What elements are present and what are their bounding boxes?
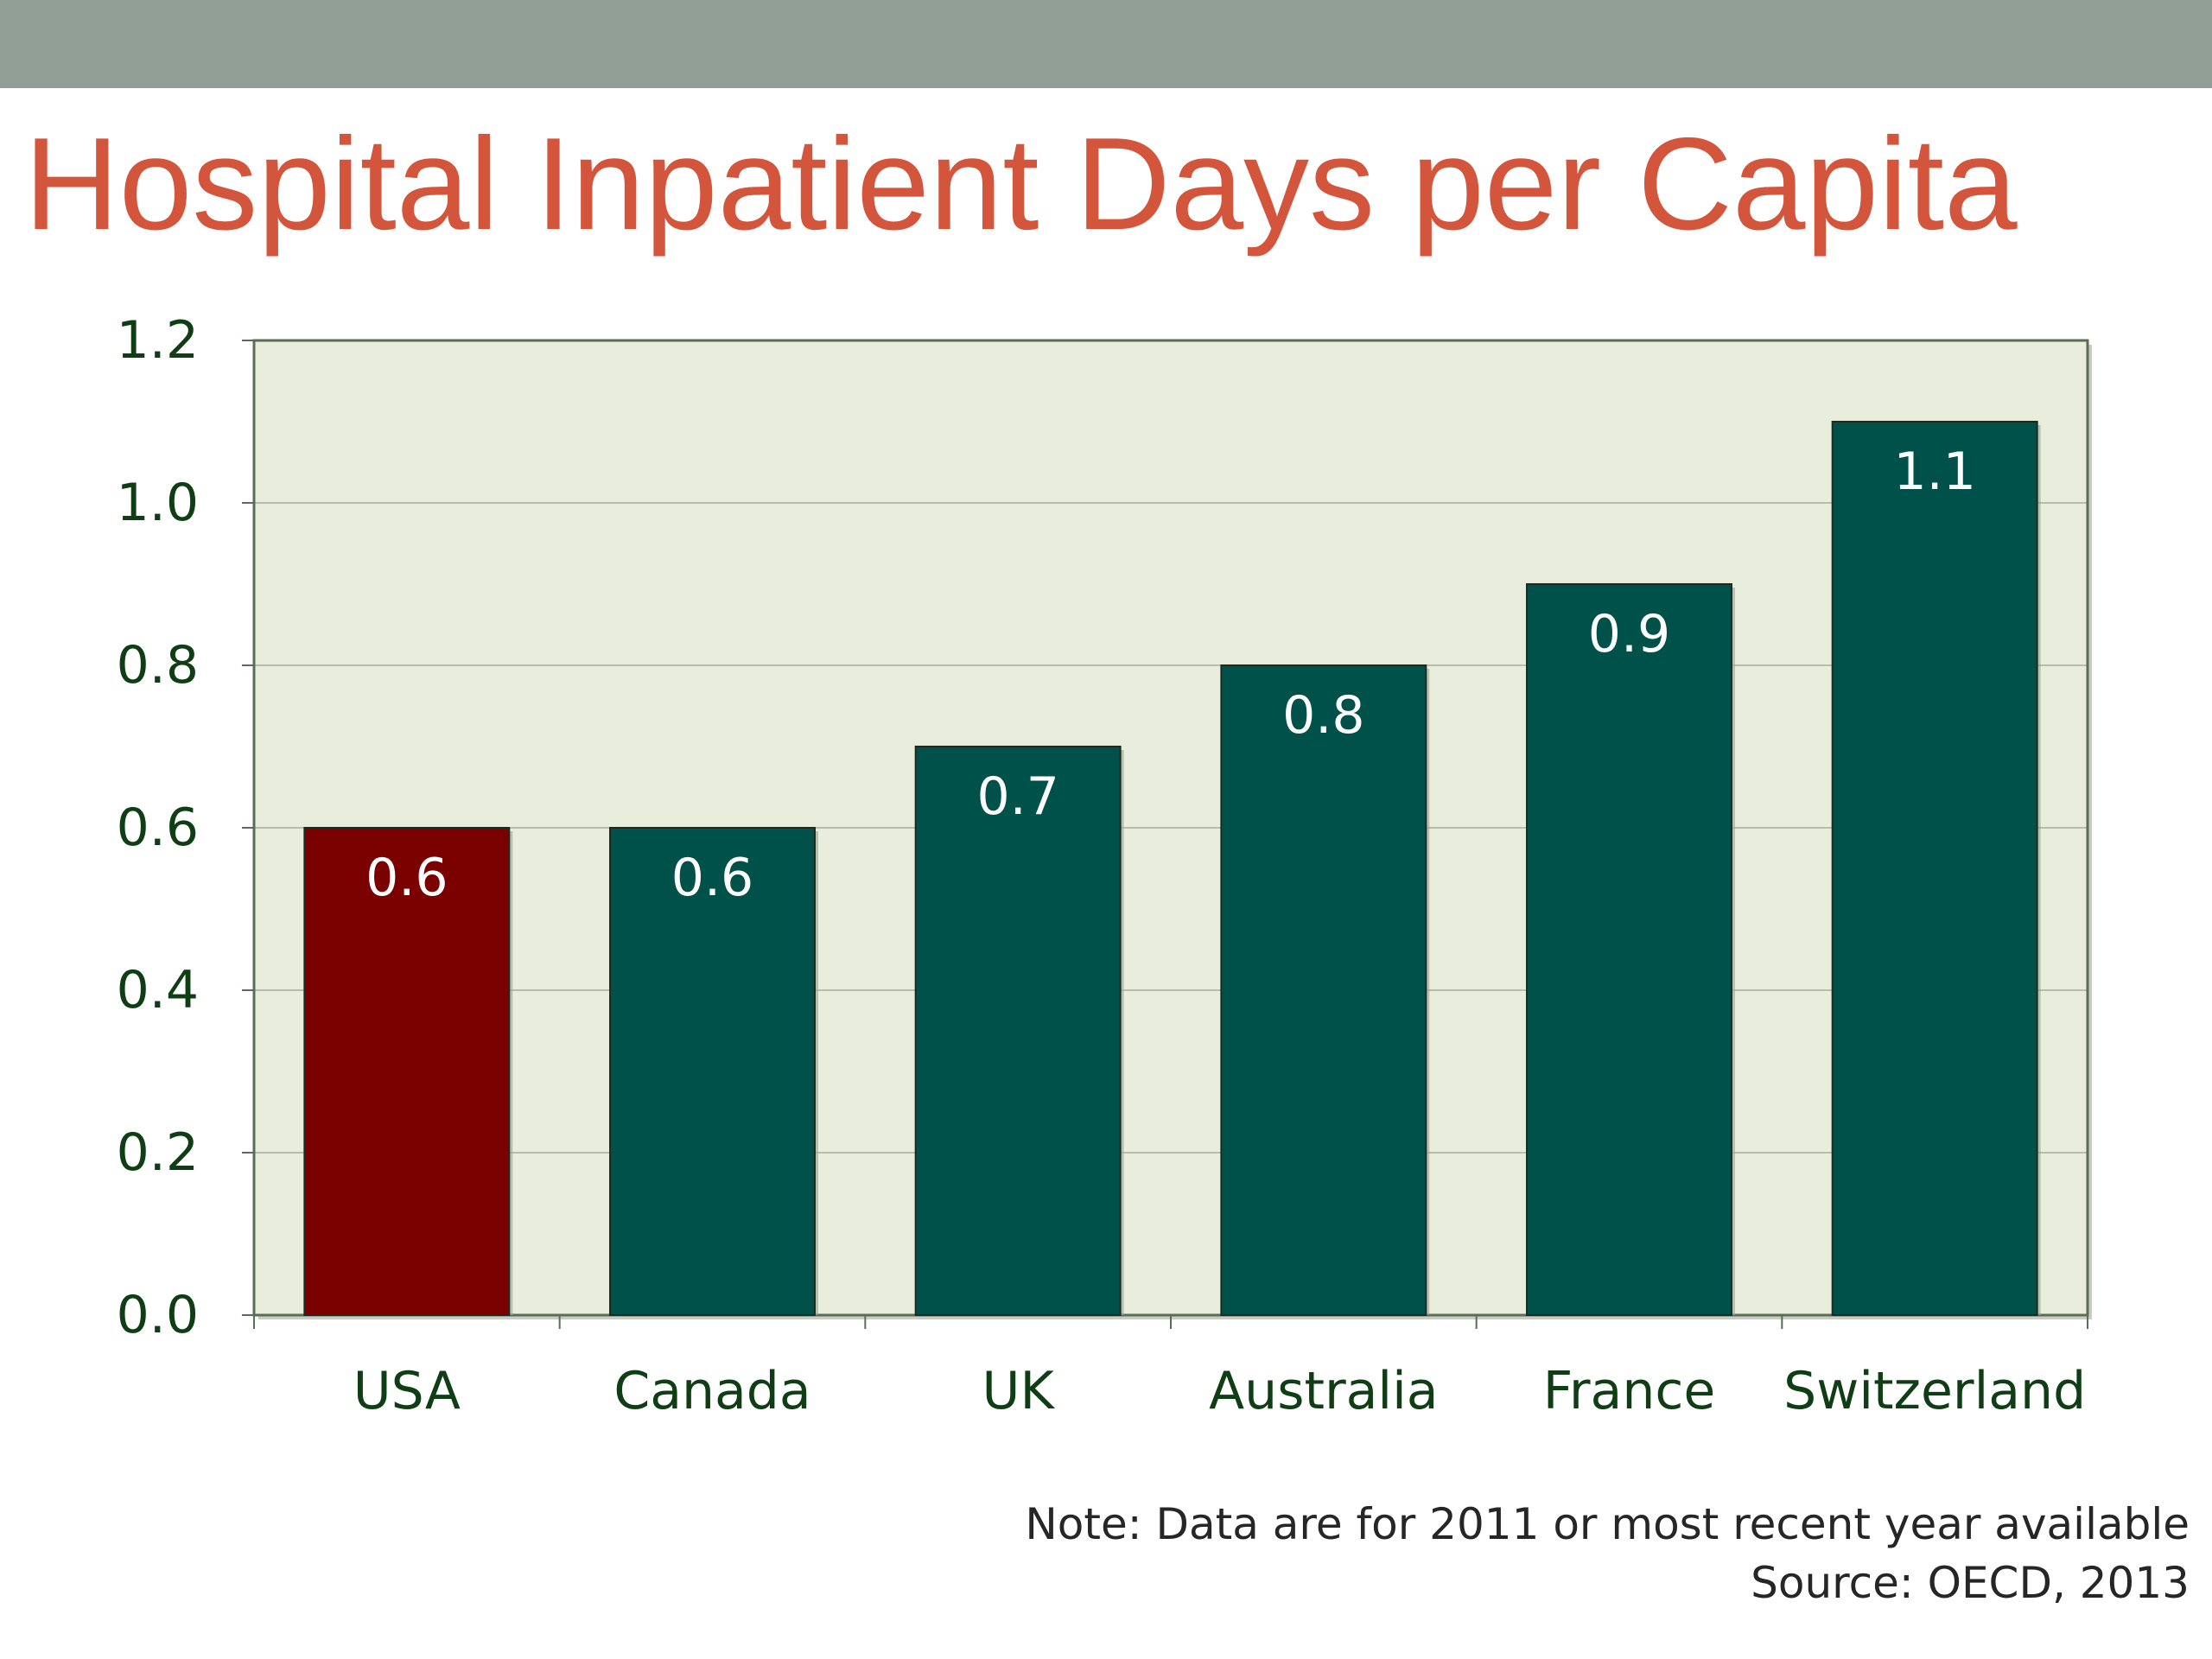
x-tick-label-australia: Australia (1209, 1361, 1438, 1421)
x-tick-label-usa: USA (353, 1361, 461, 1421)
x-tick-label-switzerland: Switzerland (1783, 1361, 2086, 1421)
bar-chart: 0.0 0.2 0.4 0.6 0.8 1.0 1.2 0.6 USA 0.6 Canada 0.7 U… (117, 310, 2092, 1421)
y-tick-label: 0.4 (117, 960, 199, 1020)
note-text: Note: Data are for 2011 or most recent y… (1025, 1499, 2190, 1549)
x-tick-label-canada: Canada (613, 1361, 810, 1421)
bar-france (1526, 583, 1732, 1316)
bar-australia (1220, 664, 1427, 1316)
bar-uk (914, 746, 1122, 1316)
y-tick-label: 0.8 (117, 635, 199, 696)
data-label-uk: 0.7 (976, 766, 1058, 827)
source-text: Source: OECD, 2013 (1751, 1558, 2190, 1608)
y-tick-label: 0.2 (117, 1122, 199, 1183)
bar-usa (303, 827, 511, 1316)
data-label-australia: 0.8 (1282, 685, 1364, 746)
y-tick-label: 1.2 (117, 310, 199, 371)
x-tick-label-uk: UK (982, 1361, 1056, 1421)
x-tick-label-france: France (1543, 1361, 1716, 1421)
y-tick-label: 0.6 (117, 798, 199, 858)
bar-switzerland (1831, 421, 2038, 1316)
data-label-switzerland: 1.1 (1893, 442, 1975, 502)
y-tick-label: 0.0 (117, 1285, 199, 1345)
y-tick-label: 1.0 (117, 473, 199, 533)
footnote: Note: Data are for 2011 or most recent y… (1025, 1495, 2190, 1612)
top-band (0, 0, 2212, 88)
data-label-usa: 0.6 (365, 848, 448, 908)
data-label-france: 0.9 (1588, 604, 1670, 664)
data-label-canada: 0.6 (671, 848, 753, 908)
slide-title: Hospital Inpatient Days per Capita (24, 111, 2018, 257)
bar-canada (609, 827, 816, 1316)
